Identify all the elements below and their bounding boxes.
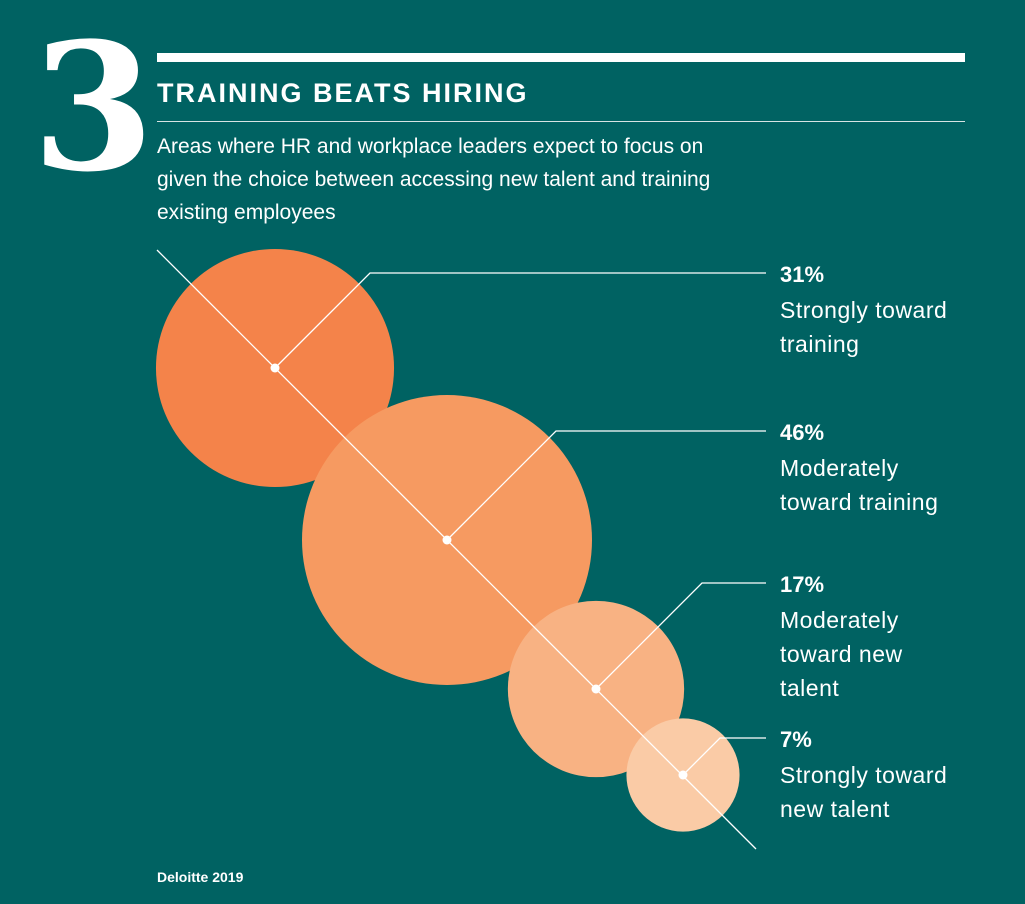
figure-number: 3 <box>32 4 155 211</box>
leader-line-4 <box>682 737 766 776</box>
top-bar-divider <box>157 53 965 62</box>
bubble-center-dot-1 <box>270 363 280 373</box>
category-label-3-line-2: toward new <box>780 641 903 667</box>
value-label-1: 31% <box>780 262 824 287</box>
category-label-2-line-1: Moderately <box>780 455 899 481</box>
value-label-4: 7% <box>780 727 812 752</box>
category-label-1-line-2: training <box>780 331 859 357</box>
category-label-1-line-1: Strongly toward <box>780 297 947 323</box>
category-label-4-line-2: new talent <box>780 796 890 822</box>
leader-line-1 <box>274 272 766 369</box>
chart-subtitle: Areas where HR and workplace leaders exp… <box>157 135 711 224</box>
value-label-3: 17% <box>780 572 824 597</box>
title-rule-divider <box>157 121 965 122</box>
leader-line-2 <box>446 430 766 541</box>
chart-title: TRAINING BEATS HIRING <box>157 78 529 108</box>
category-label-4-line-1: Strongly toward <box>780 762 947 788</box>
source-credit: Deloitte 2019 <box>157 869 244 885</box>
bubble-center-dot-2 <box>442 535 452 545</box>
category-label-3-line-1: Moderately <box>780 607 899 633</box>
value-label-2: 46% <box>780 420 824 445</box>
bubble-center-dot-3 <box>591 684 601 694</box>
category-label-2-line-2: toward training <box>780 489 938 515</box>
leader-line-3 <box>595 582 766 690</box>
diagonal-guide-line <box>156 249 757 850</box>
bubble-center-dot-4 <box>678 770 688 780</box>
category-label-3-line-3: talent <box>780 675 839 701</box>
